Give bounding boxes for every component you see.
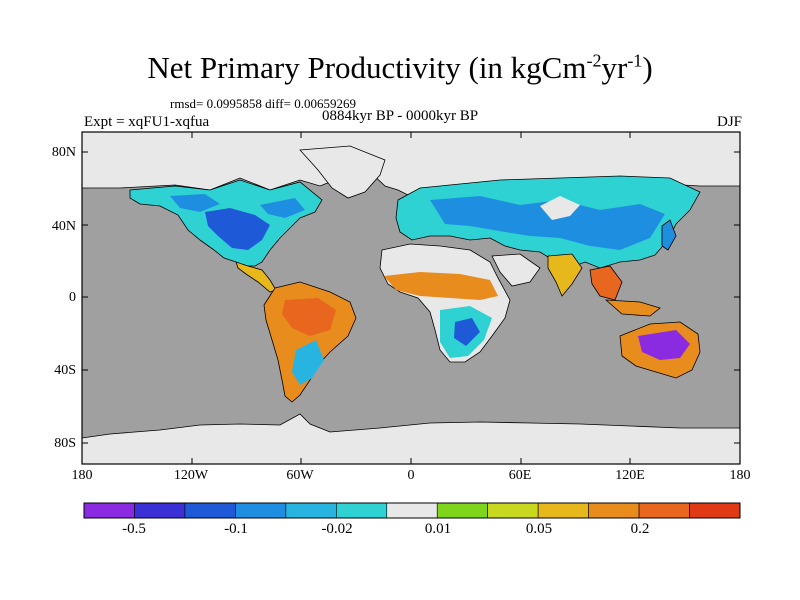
colorbar-frame: [83, 502, 741, 519]
colorbar-swatch: [336, 502, 388, 519]
lon-label-60w: 60W: [286, 468, 314, 483]
colorbar: [83, 502, 741, 519]
indonesia: [604, 299, 661, 317]
colorbar-label: -0.1: [224, 521, 248, 537]
greenland: [299, 145, 386, 199]
lon-label-60e: 60E: [508, 468, 532, 483]
lat-label-40s: 40S: [54, 363, 76, 378]
colorbar-swatch: [285, 502, 337, 519]
south-america-cyan: [292, 340, 324, 385]
lon-label-180w: 180: [71, 468, 93, 483]
southeast-asia: [589, 265, 623, 301]
north-america-blue: [205, 208, 270, 250]
colorbar-swatch: [689, 502, 741, 519]
lat-label-80n: 80N: [51, 145, 76, 160]
eurasia-white-band: [540, 196, 580, 220]
colorbar-label: 0.05: [525, 521, 553, 537]
south-america-red: [282, 298, 336, 336]
lat-label-0: 0: [69, 290, 76, 305]
rmsd-diff-stats: rmsd= 0.0995858 diff= 0.00659269: [170, 96, 356, 111]
japan: [661, 219, 677, 251]
colorbar-label: 0.2: [630, 521, 650, 537]
arabia-land: [491, 253, 541, 287]
colorbar-swatch: [537, 502, 589, 519]
colorbar-label: -0.5: [122, 521, 146, 537]
season-label: DJF: [716, 114, 742, 130]
plot-title: Net Primary Productivity (in kgCm-2yr-1): [147, 50, 653, 85]
lat-label-80s: 80S: [54, 436, 76, 451]
time-period-label: 0884kyr BP - 0000kyr BP: [322, 108, 479, 124]
africa-blue: [454, 318, 480, 346]
colorbar-swatch: [436, 502, 488, 519]
antarctic-ice: [82, 413, 740, 464]
eurasia-blue: [430, 196, 665, 250]
colorbar-swatch: [83, 502, 135, 519]
lon-label-0: 0: [407, 468, 415, 483]
colorbar-swatch: [487, 502, 539, 519]
axis-ticks: [81, 132, 741, 464]
colorbar-swatch: [134, 502, 186, 519]
colorbar-swatch: [638, 502, 690, 519]
lat-label-40n: 40N: [51, 219, 76, 234]
experiment-label: Expt = xqFU1-xqfua: [84, 114, 210, 130]
colorbar-swatch: [588, 502, 640, 519]
africa-sahel: [384, 272, 498, 300]
lon-label-120e: 120E: [615, 468, 645, 483]
colorbar-swatch: [184, 502, 236, 519]
colorbar-swatch: [386, 502, 438, 519]
colorbar-label: 0.01: [424, 521, 452, 537]
australia-purple: [638, 330, 690, 360]
lon-label-120w: 120W: [173, 468, 209, 483]
lon-label-180e: 180: [729, 468, 751, 483]
north-america-light: [170, 194, 305, 218]
colorbar-swatch: [235, 502, 287, 519]
colorbar-label: -0.02: [321, 521, 353, 537]
india-land: [547, 253, 583, 297]
